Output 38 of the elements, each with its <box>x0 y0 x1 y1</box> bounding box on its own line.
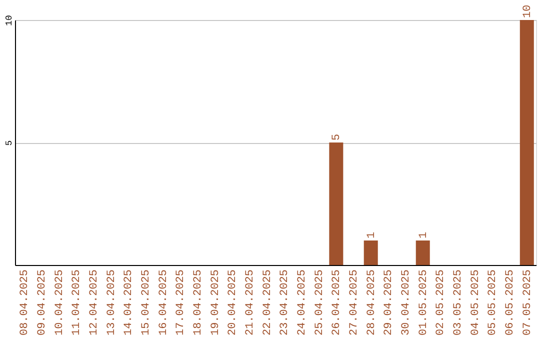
x-tick-label: 12.04.2025 <box>88 270 100 336</box>
x-tick-label: 26.04.2025 <box>331 270 344 336</box>
x-tick-label: 14.04.2025 <box>123 270 136 336</box>
x-tick-label: 15.04.2025 <box>140 270 152 336</box>
x-tick-label: 16.04.2025 <box>158 270 170 336</box>
data-label: 1 <box>418 232 430 238</box>
bar <box>520 20 534 265</box>
data-label: 1 <box>366 232 378 238</box>
data-label: 5 <box>331 134 344 140</box>
x-tick-label: 22.04.2025 <box>262 270 274 336</box>
x-tick-label: 13.04.2025 <box>106 270 118 336</box>
x-tick-label: 17.04.2025 <box>175 270 188 336</box>
x-tick-label: 28.04.2025 <box>366 270 378 336</box>
x-tick-label: 07.05.2025 <box>522 270 534 336</box>
bar <box>329 142 344 265</box>
x-tick-label: 05.05.2025 <box>487 270 500 336</box>
data-label: 10 <box>522 4 534 18</box>
x-tick-label: 01.05.2025 <box>418 270 430 336</box>
x-tick-label: 02.05.2025 <box>435 270 448 336</box>
x-tick-label: 30.04.2025 <box>400 270 413 336</box>
x-tick-label: 23.04.2025 <box>279 270 292 336</box>
x-tick-label: 25.04.2025 <box>314 270 326 336</box>
x-tick-label: 04.05.2025 <box>470 270 482 336</box>
x-tick-label: 19.04.2025 <box>210 270 222 336</box>
x-tick-label: 09.04.2025 <box>36 270 48 336</box>
x-tick-label: 03.05.2025 <box>452 270 465 336</box>
x-tick-label: 11.04.2025 <box>71 270 84 336</box>
x-tick-label: 06.05.2025 <box>504 270 517 336</box>
x-tick-label: 27.04.2025 <box>348 270 361 336</box>
x-tick-label: 10.04.2025 <box>54 270 66 336</box>
bar <box>364 240 378 265</box>
x-tick-label: 08.04.2025 <box>19 270 32 336</box>
x-tick-label: 29.04.2025 <box>383 270 396 336</box>
x-tick-label: 24.04.2025 <box>296 270 309 336</box>
bar <box>416 240 430 265</box>
x-tick-label: 21.04.2025 <box>244 270 256 336</box>
x-tick-label: 18.04.2025 <box>192 270 204 336</box>
x-tick-label: 20.04.2025 <box>227 270 240 336</box>
